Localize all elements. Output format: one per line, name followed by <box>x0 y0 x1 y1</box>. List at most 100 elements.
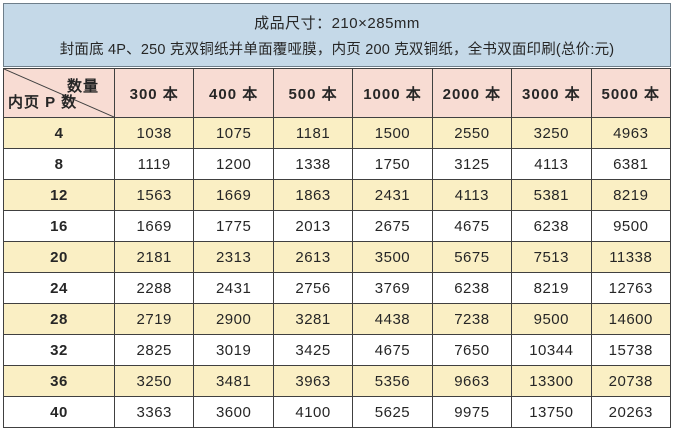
price-cell: 1038 <box>113 117 195 149</box>
pages-label-cell: 12 <box>3 179 115 211</box>
pages-label-cell: 32 <box>3 334 115 366</box>
price-cell: 2719 <box>113 303 195 335</box>
quantity-header: 3000 本 <box>511 68 592 118</box>
price-cell: 13300 <box>511 365 592 397</box>
price-cell: 1075 <box>193 117 274 149</box>
price-cell: 1338 <box>272 148 354 180</box>
price-cell: 2288 <box>113 272 195 304</box>
pages-label-cell: 16 <box>3 210 115 242</box>
finished-size-text: 成品尺寸：210×285mm <box>254 14 420 32</box>
price-cell: 6238 <box>511 210 592 242</box>
table-row: 4 1038 1075 1181 1500 2550 3250 4963 <box>3 117 672 149</box>
corner-quantity-label: 数量 <box>66 78 99 95</box>
price-cell: 1750 <box>352 148 433 180</box>
paper-spec-text: 封面底 4P、250 克双铜纸并单面覆哑膜，内页 200 克双铜纸，全书双面印刷… <box>59 41 615 58</box>
table-row: 36 3250 3481 3963 5356 9663 13300 20738 <box>3 365 672 397</box>
pages-label-cell: 40 <box>3 396 115 428</box>
quantity-header: 500 本 <box>272 68 354 118</box>
price-cell: 2181 <box>113 241 195 273</box>
price-cell: 2013 <box>272 210 354 242</box>
price-cell: 9500 <box>511 303 592 335</box>
quantity-header: 300 本 <box>113 68 195 118</box>
price-cell: 1563 <box>113 179 195 211</box>
price-cell: 3019 <box>193 334 274 366</box>
price-cell: 1863 <box>272 179 354 211</box>
price-cell: 3963 <box>272 365 354 397</box>
table-row: 40 3363 3600 4100 5625 9975 13750 20263 <box>3 396 672 428</box>
price-cell: 1775 <box>193 210 274 242</box>
pages-label-cell: 20 <box>3 241 115 273</box>
price-cell: 13750 <box>511 396 592 428</box>
price-cell: 2756 <box>272 272 354 304</box>
diagonal-divider <box>4 69 114 117</box>
price-cell: 10344 <box>511 334 592 366</box>
price-cell: 6238 <box>431 272 513 304</box>
price-cell: 1669 <box>193 179 274 211</box>
price-table: 数量 内页 P 数 300 本 400 本 500 本 1000 本 2000 本 300… <box>3 68 672 428</box>
price-cell: 3363 <box>113 396 195 428</box>
price-cell: 5625 <box>352 396 433 428</box>
price-cell: 2675 <box>352 210 433 242</box>
price-cell: 6381 <box>590 148 672 180</box>
price-cell: 9663 <box>431 365 513 397</box>
table-row: 20 2181 2313 2613 3500 5675 7513 11338 <box>3 241 672 273</box>
price-cell: 7650 <box>431 334 513 366</box>
price-cell: 4675 <box>352 334 433 366</box>
price-cell: 8219 <box>511 272 592 304</box>
table-row: 8 1119 1200 1338 1750 3125 4113 6381 <box>3 148 672 180</box>
price-cell: 11338 <box>590 241 672 273</box>
price-cell: 2825 <box>113 334 195 366</box>
pages-label-cell: 28 <box>3 303 115 335</box>
quantity-header: 2000 本 <box>431 68 513 118</box>
table-row: 28 2719 2900 3281 4438 7238 9500 14600 <box>3 303 672 335</box>
price-cell: 3250 <box>113 365 195 397</box>
price-cell: 4113 <box>431 179 513 211</box>
price-cell: 9975 <box>431 396 513 428</box>
pages-label-cell: 36 <box>3 365 115 397</box>
corner-pages-label: 内页 P 数 <box>8 94 78 111</box>
price-cell: 1669 <box>113 210 195 242</box>
pages-label-cell: 4 <box>3 117 115 149</box>
table-row: 32 2825 3019 3425 4675 7650 10344 15738 <box>3 334 672 366</box>
price-cell: 4438 <box>352 303 433 335</box>
price-cell: 5675 <box>431 241 513 273</box>
price-cell: 4113 <box>511 148 592 180</box>
price-cell: 4100 <box>272 396 354 428</box>
price-cell: 4675 <box>431 210 513 242</box>
price-cell: 9500 <box>590 210 672 242</box>
price-cell: 2613 <box>272 241 354 273</box>
pages-label-cell: 8 <box>3 148 115 180</box>
quantity-header: 5000 本 <box>590 68 672 118</box>
price-cell: 2431 <box>352 179 433 211</box>
spec-banner: 成品尺寸：210×285mm 封面底 4P、250 克双铜纸并单面覆哑膜，内页 … <box>3 3 671 67</box>
price-cell: 20738 <box>590 365 672 397</box>
price-cell: 1119 <box>113 148 195 180</box>
price-cell: 12763 <box>590 272 672 304</box>
price-cell: 3250 <box>511 117 592 149</box>
price-cell: 14600 <box>590 303 672 335</box>
price-cell: 5356 <box>352 365 433 397</box>
price-cell: 2550 <box>431 117 513 149</box>
price-cell: 15738 <box>590 334 672 366</box>
quantity-header: 400 本 <box>193 68 274 118</box>
price-cell: 1200 <box>193 148 274 180</box>
quantity-header: 1000 本 <box>352 68 433 118</box>
price-cell: 1181 <box>272 117 354 149</box>
price-cell: 1500 <box>352 117 433 149</box>
price-cell: 7238 <box>431 303 513 335</box>
header-row: 数量 内页 P 数 300 本 400 本 500 本 1000 本 2000 本 300… <box>3 68 672 118</box>
price-cell: 8219 <box>590 179 672 211</box>
price-cell: 3125 <box>431 148 513 180</box>
price-cell: 5381 <box>511 179 592 211</box>
table-row: 24 2288 2431 2756 3769 6238 8219 12763 <box>3 272 672 304</box>
price-cell: 3425 <box>272 334 354 366</box>
pages-label-cell: 24 <box>3 272 115 304</box>
price-cell: 3281 <box>272 303 354 335</box>
price-cell: 2900 <box>193 303 274 335</box>
table-row: 16 1669 1775 2013 2675 4675 6238 9500 <box>3 210 672 242</box>
corner-header-cell: 数量 内页 P 数 <box>3 68 115 118</box>
price-cell: 3481 <box>193 365 274 397</box>
price-cell: 4963 <box>590 117 672 149</box>
table-row: 12 1563 1669 1863 2431 4113 5381 8219 <box>3 179 672 211</box>
price-cell: 20263 <box>590 396 672 428</box>
